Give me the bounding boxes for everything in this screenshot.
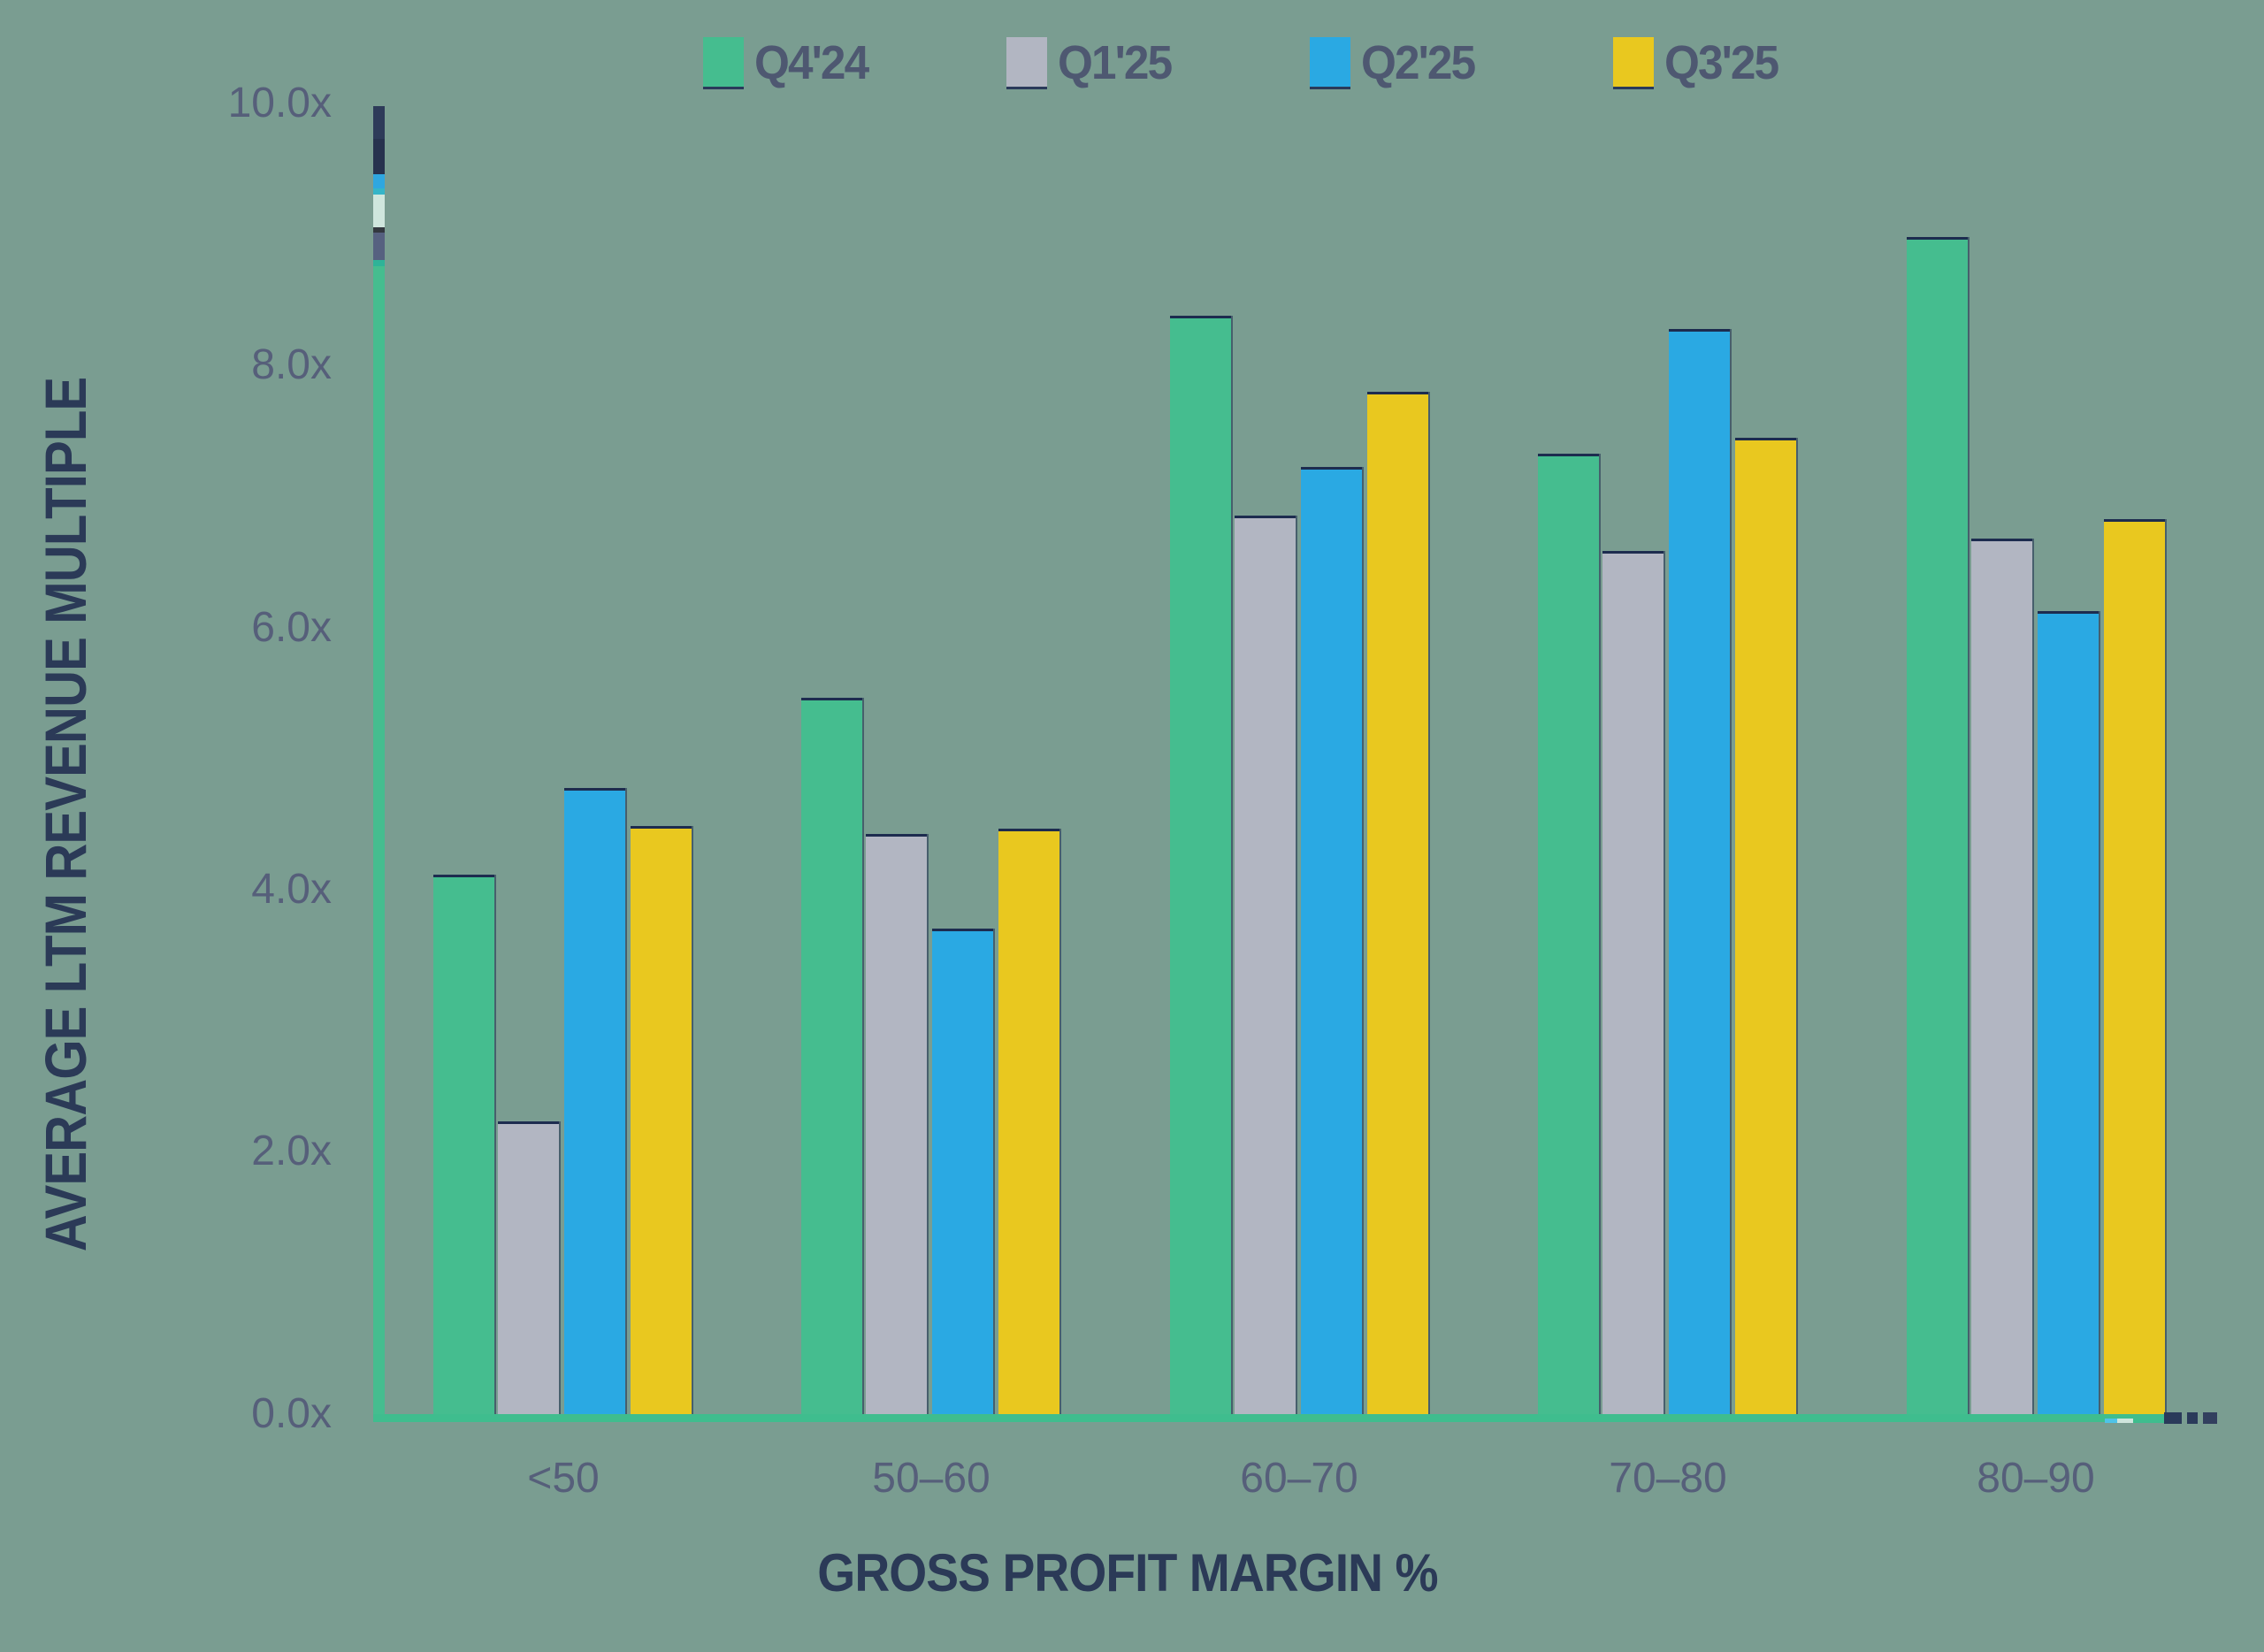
- legend-item-q325: Q3'25: [1612, 35, 1784, 90]
- bar-q125-2: [1234, 515, 1296, 1418]
- bar-q325-0: [631, 826, 692, 1418]
- legend-swatch: [1612, 36, 1654, 89]
- bar-q424-0: [433, 875, 494, 1418]
- x-axis-title: GROSS PROFIT MARGIN %: [817, 1543, 1438, 1602]
- axis-strip-segment: [373, 139, 385, 174]
- baseline-mini-segment: [2105, 1419, 2117, 1423]
- baseline-end-dash: [2203, 1412, 2217, 1424]
- x-category-label: 70–80: [1609, 1455, 1727, 1502]
- bar-q225-2: [1300, 466, 1362, 1418]
- axis-strip-segment: [373, 188, 385, 195]
- y-tick-label: 2.0x: [251, 1128, 332, 1175]
- bar-q225-3: [1669, 329, 1731, 1418]
- axis-strip-segment: [373, 260, 385, 266]
- baseline-end-dash: [2164, 1412, 2182, 1424]
- plot-area: [373, 105, 2264, 1424]
- axis-strip-segment: [373, 106, 385, 139]
- bar-q225-1: [932, 928, 994, 1418]
- bar-q424-3: [1538, 454, 1600, 1418]
- legend-item-q424: Q4'24: [703, 35, 874, 90]
- axis-strip-segment: [373, 195, 385, 227]
- legend-label: Q3'25: [1664, 36, 1779, 89]
- x-category-label: <50: [527, 1455, 600, 1502]
- bar-q424-1: [801, 697, 863, 1418]
- bar-q125-1: [866, 834, 928, 1418]
- axis-strip-segment: [373, 174, 385, 188]
- legend-label: Q4'24: [754, 36, 869, 89]
- bar-q325-2: [1366, 392, 1428, 1418]
- bar-q225-0: [564, 788, 625, 1418]
- y-tick-label: 0.0x: [251, 1389, 332, 1437]
- y-tick-label: 10.0x: [227, 80, 332, 126]
- baseline-mini-segment: [2133, 1419, 2164, 1423]
- legend: Q4'24 Q1'25 Q2'25 Q3'25: [703, 35, 1784, 90]
- bar-q225-4: [2037, 610, 2099, 1418]
- y-tick-label: 8.0x: [251, 341, 332, 389]
- bar-q125-0: [498, 1120, 559, 1418]
- bar-q325-4: [2103, 519, 2165, 1418]
- legend-label: Q1'25: [1057, 36, 1173, 89]
- axis-strip-segment: [373, 233, 385, 260]
- axis-strip-segment: [373, 266, 385, 1422]
- legend-swatch: [1309, 36, 1350, 89]
- legend-item-q125: Q1'25: [1006, 35, 1177, 90]
- x-axis-baseline: [373, 1414, 2164, 1422]
- bar-q424-4: [1906, 237, 1968, 1418]
- y-tick-label: 6.0x: [251, 603, 332, 651]
- x-category-label: 80–90: [1977, 1455, 2095, 1502]
- legend-swatch: [703, 36, 744, 89]
- legend-item-q225: Q2'25: [1309, 35, 1480, 90]
- legend-swatch: [1006, 36, 1047, 89]
- bar-q325-3: [1735, 438, 1797, 1418]
- x-category-label: 60–70: [1240, 1455, 1358, 1502]
- bar-q424-2: [1169, 316, 1231, 1418]
- axis-strip-segment: [373, 227, 385, 233]
- y-tick-label: 4.0x: [251, 865, 332, 913]
- bar-q125-3: [1602, 550, 1664, 1418]
- x-category-label: 50–60: [872, 1455, 990, 1502]
- baseline-mini-segment: [2117, 1419, 2133, 1423]
- baseline-end-dash: [2187, 1412, 2198, 1424]
- bar-q325-1: [998, 829, 1060, 1418]
- bar-q125-4: [1970, 539, 2032, 1418]
- legend-label: Q2'25: [1360, 36, 1476, 89]
